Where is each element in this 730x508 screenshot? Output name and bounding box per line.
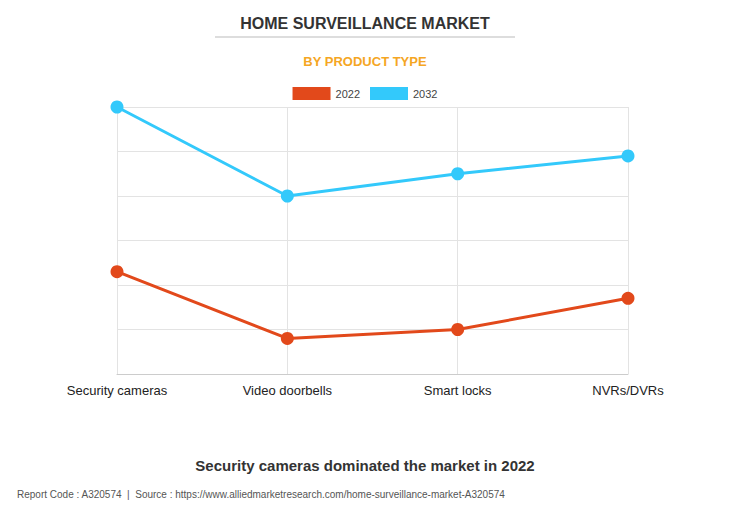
svg-text:Security cameras: Security cameras [67, 383, 168, 398]
svg-text:Report Code : A320574 | Sour: Report Code : A320574 | Source : https:/… [17, 489, 505, 500]
svg-text:2032: 2032 [413, 88, 437, 100]
svg-text:BY PRODUCT TYPE: BY PRODUCT TYPE [303, 54, 427, 69]
svg-text:NVRs/DVRs: NVRs/DVRs [592, 383, 664, 398]
svg-text:Security cameras dominated the: Security cameras dominated the market in… [195, 457, 534, 474]
svg-text:HOME SURVEILLANCE MARKET: HOME SURVEILLANCE MARKET [240, 15, 490, 32]
svg-text:Smart locks: Smart locks [424, 383, 492, 398]
svg-text:Video doorbells: Video doorbells [243, 383, 333, 398]
svg-text:2022: 2022 [336, 88, 360, 100]
